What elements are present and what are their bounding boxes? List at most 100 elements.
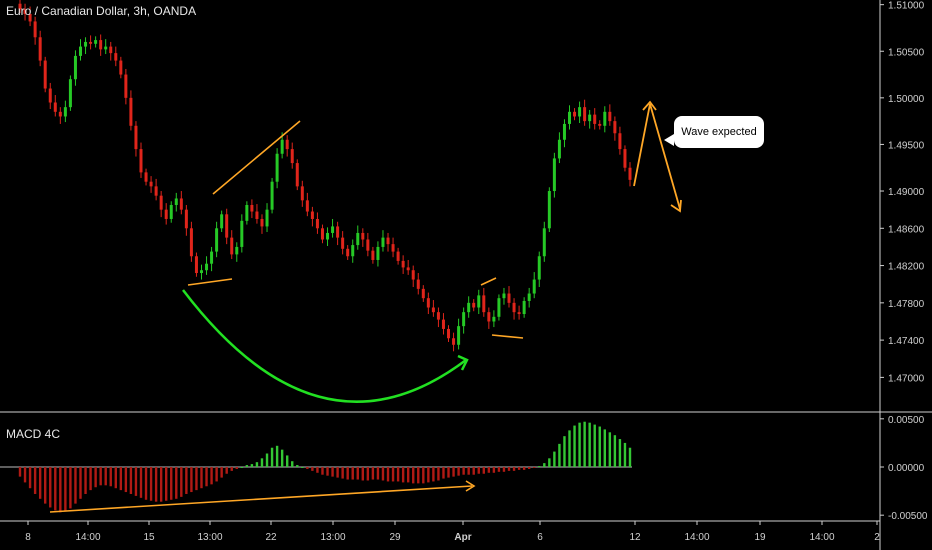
macd-bar [144,467,148,500]
macd-bar [527,467,531,469]
macd-bar [205,467,208,487]
candle-body [58,111,62,117]
macd-bar [265,453,269,467]
candle-body [280,139,284,154]
y-tick-label: 1.47800 [888,299,925,310]
candle-body [53,102,57,112]
candle-body [532,279,536,294]
candle-body [557,139,561,159]
candle-body [492,316,496,322]
macd-bar [522,467,526,470]
candle-body [462,312,466,327]
candle-body [497,298,501,317]
macd-bar [452,467,455,477]
candle-body [33,21,37,38]
macd-bar [583,421,586,467]
macd-bar [401,467,405,483]
expected-wave-arrowhead-up [642,100,657,111]
macd-bar [180,467,183,497]
candle-body [391,244,395,252]
candle-body [441,319,445,329]
candle-body [578,107,582,117]
candle-body [285,139,289,150]
macd-bar [487,467,491,473]
macd-bar [406,467,410,483]
x-tick-label: 2 [874,532,880,543]
macd-bar [341,467,344,479]
candle-body [361,232,365,240]
macd-bar [512,467,516,471]
candle-body [426,298,430,308]
candle-body [290,149,294,164]
candle-body [527,293,531,301]
candle-body [447,328,451,339]
wave-callout: Wave expected [664,116,764,148]
candle-body [537,256,541,280]
candle-body [512,302,516,313]
candle-body [149,181,153,187]
macd-bar [623,442,627,467]
y-tick-label: 1.51000 [888,1,925,12]
candle-body [124,74,128,98]
macd-bar [230,467,233,471]
macd-bar [381,467,385,481]
candle-body [134,125,138,150]
expected-wave-arrowhead-down [670,199,682,213]
candle-body [487,312,491,322]
macd-bar [396,467,400,482]
candle-body [68,79,72,108]
candle-body [250,205,254,212]
candle-body [608,111,612,122]
candle-body [336,226,340,238]
candle-body [381,237,385,247]
macd-bar [175,467,178,499]
rounded-bottom-arrowhead [457,354,469,371]
macd-bar [502,467,506,472]
candle-body [326,232,330,240]
candle-body [401,260,405,268]
macd-bar [371,467,375,480]
candle-body [63,107,67,117]
candle-body [225,214,229,238]
candle-body [583,107,587,122]
macd-bar [593,424,596,467]
macd-bar [89,467,92,491]
candle-body [628,167,632,180]
macd-bar [568,430,571,467]
candle-body [28,13,32,22]
candle-body [613,121,617,134]
candle-body [265,209,269,227]
macd-bar [33,467,37,494]
macd-bar [84,467,87,494]
x-tick-label: 13:00 [197,532,222,543]
macd-bar [296,465,299,467]
candle-body [598,123,602,126]
candle-body [552,158,556,192]
macd-bar [346,467,349,480]
macd-bar [573,425,576,467]
macd-bar [149,467,153,501]
candle-body [215,228,219,252]
macd-bar [437,467,440,481]
macd-bar [185,467,188,494]
candle-body [38,37,42,61]
macd-bar [220,467,223,478]
candle-body [431,307,435,313]
y-tick-label: 1.49000 [888,187,925,198]
candle-body [371,250,375,260]
candle-body [174,198,178,205]
macd-bar [321,467,324,475]
macd-bar [422,467,425,484]
macd-bar [548,458,551,467]
macd-bar [558,443,561,467]
macd-bar [18,467,22,477]
candle-body [78,46,82,56]
x-tick-label: 19 [754,532,766,543]
candle-body [366,239,370,251]
trendline-lower [187,278,233,286]
candle-body [240,220,244,247]
macd-bar [240,467,244,468]
candle-body [386,237,390,245]
macd-bar [447,467,450,478]
